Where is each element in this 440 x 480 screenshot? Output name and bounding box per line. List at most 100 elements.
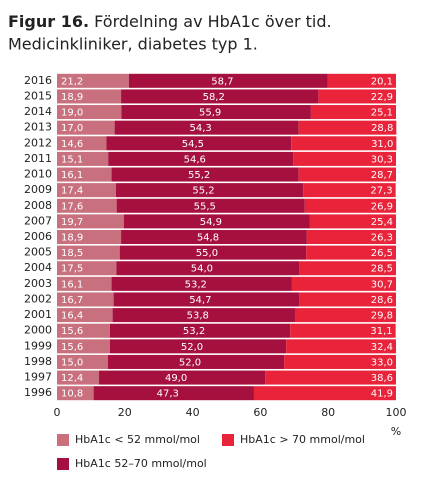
value-label: 26,3 xyxy=(371,233,393,244)
y-tick-label: 2014 xyxy=(24,105,52,118)
value-label: 55,2 xyxy=(188,170,210,181)
value-label: 31,0 xyxy=(371,139,393,150)
bar-segment xyxy=(123,214,310,229)
bar-segment xyxy=(115,183,304,198)
bar-segment xyxy=(128,73,328,88)
value-label: 25,1 xyxy=(371,108,393,119)
value-label: 53,2 xyxy=(185,279,207,290)
bar-segment xyxy=(303,183,396,198)
bar-segment xyxy=(293,151,396,166)
value-label: 22,9 xyxy=(371,92,393,103)
bar-segment xyxy=(111,276,292,291)
legend-swatch xyxy=(57,458,69,470)
bar-segment xyxy=(327,73,396,88)
bar-segment xyxy=(291,136,397,151)
bar-segment xyxy=(306,229,396,245)
value-label: 32,4 xyxy=(371,342,393,353)
title-text: Fördelning av HbA1c över tid. xyxy=(94,12,331,31)
legend-label: HbA1c 52–70 mmol/mol xyxy=(75,457,207,470)
value-label: 12,4 xyxy=(61,373,83,384)
bar-segment xyxy=(304,198,396,213)
value-label: 17,5 xyxy=(61,264,83,275)
y-tick-label: 2010 xyxy=(24,168,52,181)
value-label: 15,6 xyxy=(61,326,83,337)
x-tick-label: 0 xyxy=(54,406,61,419)
value-label: 55,0 xyxy=(196,248,218,259)
value-label: 16,7 xyxy=(61,295,83,306)
value-label: 19,0 xyxy=(61,108,83,119)
value-label: 20,1 xyxy=(371,76,393,87)
value-label: 28,8 xyxy=(371,123,393,134)
bar-segment xyxy=(57,167,112,182)
value-label: 10,8 xyxy=(61,389,83,400)
value-label: 17,6 xyxy=(61,201,83,212)
bar-segment xyxy=(298,120,397,135)
bar-segment xyxy=(119,245,307,260)
bar-segment xyxy=(291,276,396,291)
bar-segment xyxy=(57,370,100,385)
value-label: 21,2 xyxy=(61,76,83,87)
bar-segment xyxy=(109,339,287,354)
value-label: 52,0 xyxy=(181,342,203,353)
y-tick-label: 2011 xyxy=(24,152,52,165)
value-label: 54,3 xyxy=(190,123,212,134)
bar-segment xyxy=(109,323,291,338)
bar-segment xyxy=(306,245,396,260)
bar-segment xyxy=(298,167,396,182)
y-tick-label: 2004 xyxy=(24,261,52,274)
bar-segment xyxy=(309,214,396,229)
legend-swatch xyxy=(222,434,234,446)
y-tick-label: 1998 xyxy=(24,355,52,368)
y-tick-label: 2013 xyxy=(24,121,52,134)
value-label: 55,5 xyxy=(194,201,216,212)
bar-segment xyxy=(99,370,266,385)
x-tick-label: 20 xyxy=(118,406,132,419)
legend-label: HbA1c < 52 mmol/mol xyxy=(75,433,200,446)
legend-label: HbA1c > 70 mmol/mol xyxy=(240,433,365,446)
value-label: 28,5 xyxy=(371,264,393,275)
x-tick-label: 60 xyxy=(253,406,267,419)
value-label: 17,0 xyxy=(61,123,83,134)
bar-segment xyxy=(286,339,396,354)
value-label: 31,1 xyxy=(370,326,392,337)
value-label: 19,7 xyxy=(61,217,83,228)
value-label: 16,1 xyxy=(61,279,83,290)
bar-segment xyxy=(57,89,122,104)
bar-segment xyxy=(116,198,305,213)
bar-segment xyxy=(111,167,299,182)
bar-segment xyxy=(57,308,113,323)
value-label: 25,4 xyxy=(371,217,393,228)
y-tick-label: 2005 xyxy=(24,246,52,259)
value-label: 15,1 xyxy=(61,154,83,165)
value-label: 54,9 xyxy=(200,217,222,228)
x-axis-label: % xyxy=(391,425,401,438)
bar-segment xyxy=(57,292,114,307)
y-tick-label: 1999 xyxy=(24,339,52,352)
bar-segment xyxy=(57,323,110,338)
bar-segment xyxy=(107,354,285,369)
bar-segment xyxy=(113,292,300,307)
bar-segment xyxy=(265,370,396,385)
value-label: 16,1 xyxy=(61,170,83,181)
chart-title: Figur 16. Fördelning av HbA1c över tid. xyxy=(8,12,332,31)
bar-segment xyxy=(290,323,396,338)
value-label: 15,6 xyxy=(61,342,83,353)
bar-segment xyxy=(57,183,116,198)
y-tick-label: 1997 xyxy=(24,371,52,384)
value-label: 28,6 xyxy=(371,295,393,306)
value-label: 54,6 xyxy=(184,154,206,165)
bar-segment xyxy=(299,292,396,307)
bar-segment xyxy=(121,89,319,104)
bar-segment xyxy=(57,386,94,401)
bar-segment xyxy=(253,386,396,401)
value-label: 53,8 xyxy=(187,311,209,322)
bar-segment xyxy=(121,105,311,120)
value-label: 28,7 xyxy=(371,170,393,181)
bar-segment xyxy=(284,354,396,369)
value-label: 18,5 xyxy=(61,248,83,259)
bar-segment xyxy=(57,105,122,120)
bar-segment xyxy=(57,214,124,229)
value-label: 30,3 xyxy=(371,154,393,165)
y-tick-label: 2001 xyxy=(24,308,52,321)
bar-segment xyxy=(57,354,108,369)
